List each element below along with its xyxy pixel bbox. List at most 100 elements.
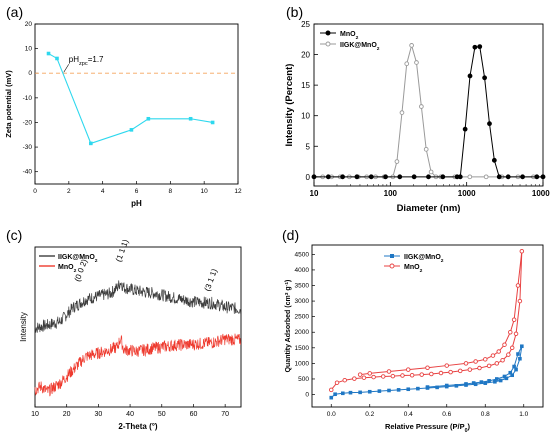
panel-b: 101001000100000510152025MnO2IIGK@MnO2Dia… — [284, 4, 550, 214]
data-point — [490, 353, 496, 358]
data-point — [454, 384, 459, 388]
legend-sub: 2 — [420, 268, 423, 274]
data-point — [467, 73, 473, 79]
x-tick-label: 40 — [126, 411, 134, 418]
plot-frame — [311, 244, 544, 408]
data-point — [457, 368, 463, 374]
data-point — [390, 373, 396, 379]
data-point — [511, 317, 517, 323]
y-tick-label: -20 — [23, 119, 33, 126]
legend-name: IIGK@MnO — [340, 42, 377, 49]
data-point — [188, 116, 193, 121]
data-point — [414, 60, 419, 65]
legend-name: IIGK@MnO — [58, 254, 95, 261]
legend-name: MnO — [340, 31, 356, 38]
data-point — [491, 157, 497, 163]
annotation-text: pH — [69, 55, 79, 64]
data-point — [496, 349, 501, 354]
x-tick-label: 50 — [158, 411, 166, 418]
data-point — [472, 44, 478, 50]
data-point — [483, 357, 488, 362]
legend-marker — [325, 41, 331, 47]
data-point — [493, 379, 497, 384]
y-tick-label: 2500 — [295, 314, 310, 321]
legend-entry: IIGK@MnO2 — [340, 42, 380, 52]
x-tick-label: 0.4 — [404, 411, 413, 418]
legend-marker — [389, 263, 395, 269]
y-tick-label: 20 — [301, 51, 310, 60]
data-point — [399, 110, 405, 115]
data-point — [367, 389, 372, 394]
data-point — [448, 369, 453, 375]
data-point — [502, 342, 507, 347]
data-point — [383, 174, 388, 180]
data-point — [457, 174, 463, 180]
y-tick-label: -30 — [23, 144, 33, 151]
x-tick-label: 100 — [384, 189, 398, 198]
data-point — [210, 120, 215, 125]
data-point — [348, 390, 353, 395]
data-point — [426, 174, 431, 180]
legend-name: IIGK@MnO — [404, 254, 441, 261]
annotation-arrow — [63, 64, 70, 73]
data-point — [444, 383, 449, 388]
data-point — [394, 159, 400, 164]
y-label-end: ) — [285, 280, 292, 282]
y-label-main: Quantity Adsorbed (cm — [285, 295, 292, 372]
data-point — [509, 345, 515, 351]
data-point — [416, 386, 420, 391]
data-point — [513, 331, 519, 337]
legend-sub: 2 — [95, 258, 98, 264]
data-point — [464, 382, 468, 386]
y-axis-label: Intensity (Percent) — [284, 64, 295, 147]
y-tick-label: 500 — [298, 376, 309, 383]
data-point — [500, 358, 505, 363]
series-line-0 — [314, 46, 543, 178]
y-tick-label: 3000 — [295, 298, 310, 305]
data-point — [146, 116, 151, 121]
x-axis-label: Diameter (nm) — [397, 203, 461, 214]
data-point — [352, 376, 357, 381]
data-point — [502, 374, 507, 379]
data-point — [510, 373, 514, 378]
data-point — [419, 372, 424, 377]
data-point — [487, 379, 491, 383]
data-point — [371, 374, 376, 380]
x-axis-label: 2-Theta (°) — [118, 422, 158, 431]
data-point — [406, 387, 411, 392]
data-point — [463, 361, 469, 366]
x-tick-label: 30 — [94, 411, 102, 418]
x-label-sub: 0 — [465, 428, 468, 434]
legend-sub: 2 — [441, 258, 444, 264]
x-tick-label: 70 — [221, 411, 229, 418]
data-point — [498, 378, 503, 383]
data-point — [518, 356, 522, 361]
data-point — [512, 364, 516, 369]
data-point — [505, 174, 511, 180]
legend-sub: 2 — [377, 46, 380, 52]
legend-entry: MnO2 — [340, 31, 359, 41]
data-point — [377, 389, 382, 393]
x-tick-label: 2 — [67, 188, 71, 195]
data-point — [329, 387, 334, 393]
annotation-value: =1.7 — [88, 55, 104, 64]
data-point — [516, 352, 520, 356]
data-point — [519, 248, 525, 254]
y-label-mid: g — [285, 286, 292, 292]
data-point — [496, 174, 502, 180]
legend-entry: IIGK@MnO2 — [58, 254, 98, 264]
data-point — [495, 377, 499, 381]
data-point — [342, 377, 347, 383]
data-point — [380, 374, 386, 379]
data-point — [438, 370, 444, 376]
data-point — [473, 359, 478, 364]
data-point — [471, 381, 476, 385]
peak-index-label: (1 1 1) — [114, 238, 130, 263]
data-point — [462, 126, 468, 132]
data-point — [483, 174, 489, 180]
data-point — [129, 128, 134, 132]
x-tick-label: 0.0 — [327, 411, 336, 418]
y-label-sup2: -1 — [284, 282, 290, 287]
data-point — [397, 174, 403, 180]
